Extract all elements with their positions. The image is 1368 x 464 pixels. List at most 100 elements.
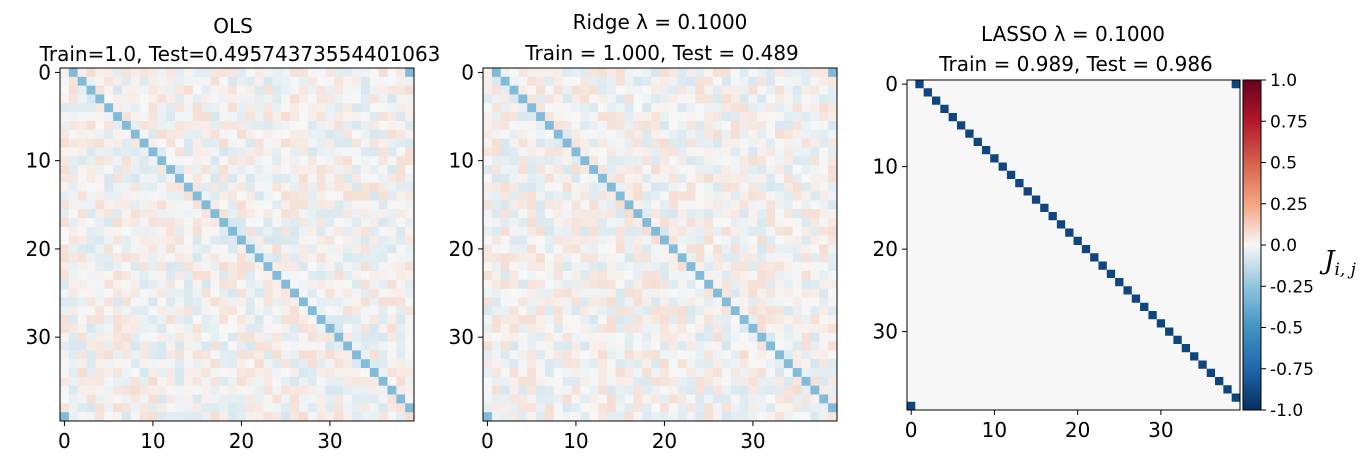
heatmap-cell bbox=[589, 359, 599, 369]
heatmap-cell bbox=[1115, 302, 1124, 312]
heatmap-cell bbox=[113, 244, 123, 254]
heatmap-cell bbox=[316, 165, 326, 175]
heatmap-cell bbox=[1165, 88, 1174, 97]
heatmap-cell bbox=[730, 165, 741, 175]
heatmap-cell bbox=[1165, 344, 1174, 353]
heatmap-cell bbox=[219, 226, 229, 237]
heatmap-cell bbox=[1123, 368, 1133, 378]
heatmap-cell bbox=[343, 385, 353, 395]
heatmap-cell bbox=[130, 218, 141, 228]
heatmap-cell bbox=[352, 341, 362, 351]
heatmap-cell bbox=[290, 226, 300, 237]
heatmap-cell bbox=[1015, 88, 1024, 97]
heatmap-cell bbox=[1173, 96, 1183, 106]
heatmap-cell bbox=[307, 332, 318, 342]
heatmap-cell bbox=[907, 179, 916, 188]
heatmap-cell bbox=[981, 162, 991, 172]
heatmap-cell bbox=[491, 85, 502, 95]
heatmap-cell bbox=[157, 368, 167, 378]
heatmap-cell bbox=[60, 94, 70, 104]
heatmap-cell bbox=[369, 350, 379, 360]
heatmap-cell bbox=[1065, 319, 1074, 328]
heatmap-cell bbox=[290, 138, 300, 148]
heatmap-cell bbox=[1081, 113, 1091, 122]
heatmap-cell bbox=[113, 270, 123, 281]
heatmap-cell bbox=[642, 368, 652, 378]
heatmap-cell bbox=[68, 262, 79, 272]
heatmap-cell bbox=[1040, 311, 1049, 320]
heatmap-cell bbox=[1048, 245, 1058, 254]
heatmap-cell bbox=[1015, 228, 1024, 238]
heatmap-cell bbox=[571, 385, 581, 395]
heatmap-cell bbox=[95, 376, 105, 387]
heatmap-cell bbox=[175, 394, 185, 404]
heatmap-cell bbox=[810, 403, 820, 413]
heatmap-cell bbox=[405, 147, 415, 157]
heatmap-cell bbox=[219, 306, 229, 316]
heatmap-cell bbox=[677, 412, 687, 422]
heatmap-cell bbox=[509, 191, 519, 201]
heatmap-cell bbox=[948, 368, 958, 378]
heatmap-cell bbox=[405, 76, 415, 87]
heatmap-cell bbox=[121, 129, 132, 139]
heatmap-cell bbox=[210, 138, 220, 148]
heatmap-cell bbox=[290, 147, 300, 157]
heatmap-cell bbox=[686, 244, 696, 254]
heatmap-cell bbox=[1206, 137, 1216, 147]
heatmap-cell bbox=[1015, 195, 1024, 205]
heatmap-cell bbox=[334, 103, 344, 113]
heatmap-cell bbox=[369, 323, 379, 334]
heatmap-cell bbox=[360, 394, 371, 404]
heatmap-cell bbox=[915, 228, 925, 238]
heatmap-cell bbox=[219, 129, 229, 139]
heatmap-cell bbox=[281, 332, 291, 342]
heatmap-cell bbox=[1148, 385, 1158, 394]
heatmap-cell bbox=[695, 147, 705, 157]
heatmap-cell bbox=[948, 162, 958, 172]
heatmap-cell bbox=[77, 112, 87, 122]
heatmap-cell bbox=[68, 359, 79, 369]
heatmap-cell bbox=[1048, 269, 1058, 279]
heatmap-cell bbox=[1056, 104, 1066, 114]
heatmap-cell bbox=[298, 359, 309, 369]
heatmap-cell bbox=[704, 173, 714, 184]
heatmap-cell bbox=[642, 270, 652, 281]
heatmap-cell bbox=[290, 359, 300, 369]
heatmap-cell bbox=[713, 359, 723, 369]
heatmap-cell bbox=[1181, 368, 1191, 378]
heatmap-cell bbox=[536, 235, 546, 245]
heatmap-cell bbox=[95, 403, 105, 413]
heatmap-cell bbox=[148, 359, 158, 369]
heatmap-cell bbox=[1098, 385, 1108, 394]
heatmap-cell bbox=[589, 315, 599, 325]
heatmap-cell bbox=[730, 147, 741, 157]
heatmap-cell bbox=[915, 187, 925, 196]
heatmap-cell bbox=[562, 403, 572, 413]
heatmap-cell bbox=[183, 156, 194, 166]
heatmap-cell bbox=[721, 173, 732, 184]
heatmap-cell bbox=[651, 191, 661, 201]
heatmap-cell bbox=[86, 156, 96, 166]
heatmap-cell bbox=[956, 377, 966, 386]
heatmap-cell bbox=[739, 200, 749, 210]
heatmap-cell bbox=[956, 96, 966, 106]
heatmap-cell bbox=[695, 368, 705, 378]
heatmap-cell bbox=[139, 394, 149, 404]
heatmap-cell bbox=[801, 226, 811, 237]
heatmap-cell bbox=[121, 262, 132, 272]
heatmap-cell bbox=[491, 235, 502, 245]
heatmap-cell bbox=[660, 200, 670, 210]
heatmap-cell bbox=[1156, 137, 1166, 147]
heatmap-cell bbox=[1081, 401, 1091, 411]
heatmap-cell bbox=[739, 182, 749, 192]
heatmap-cell bbox=[1098, 113, 1108, 122]
heatmap-cell bbox=[633, 332, 643, 342]
heatmap-cell bbox=[606, 147, 617, 157]
heatmap-cell bbox=[1106, 245, 1116, 254]
heatmap-cell bbox=[624, 253, 634, 263]
heatmap-cell bbox=[1140, 344, 1149, 353]
heatmap-cell bbox=[730, 288, 741, 298]
heatmap-cell bbox=[562, 120, 572, 131]
heatmap-cell bbox=[360, 173, 371, 184]
